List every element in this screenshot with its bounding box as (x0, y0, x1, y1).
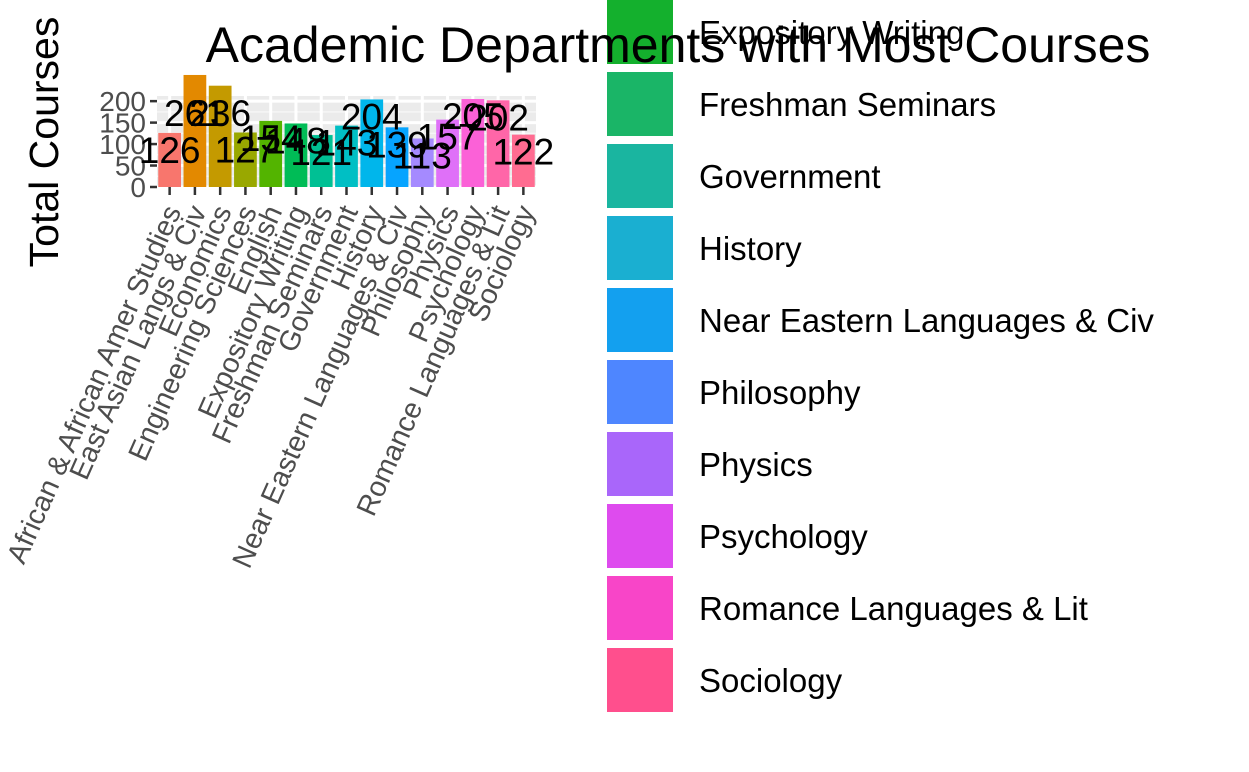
data-label: 121 (290, 132, 352, 173)
legend-key (607, 288, 673, 352)
bar (436, 119, 459, 187)
bar (284, 123, 308, 187)
bars (158, 74, 535, 187)
legend: Expository Writing Freshman Seminars Gover… (607, 0, 1154, 712)
bar (309, 135, 333, 187)
bar (183, 74, 207, 187)
bar (208, 85, 232, 187)
data-label: 127 (215, 129, 277, 170)
data-label: 122 (492, 132, 554, 173)
bar (410, 138, 434, 187)
y-axis-title: Total Courses (21, 17, 67, 268)
data-label: 139 (366, 124, 428, 165)
legend-key (607, 648, 673, 712)
y-tick-label: 100 (99, 129, 146, 160)
legend-key (607, 504, 673, 568)
y-tick-label: 50 (115, 151, 146, 182)
legend-key (607, 576, 673, 640)
bar (259, 120, 283, 187)
data-label: 148 (265, 120, 327, 161)
legend-key (607, 360, 673, 424)
legend-label: Government (699, 158, 881, 195)
legend-key (607, 144, 673, 208)
data-label: 157 (417, 117, 479, 158)
y-tick-label: 200 (99, 86, 146, 117)
bar (335, 125, 358, 187)
legend-label: Philosophy (699, 374, 861, 411)
legend-label: Physics (699, 446, 813, 483)
legend-key (607, 0, 673, 64)
y-tick-label: 0 (130, 172, 146, 203)
bar (461, 99, 485, 187)
plot-area: 0501001502001262612361271541481211432041… (1, 74, 554, 573)
legend-label: Sociology (699, 662, 843, 699)
chart-title: Academic Departments with Most Courses (206, 17, 1151, 73)
data-label: 204 (341, 96, 403, 137)
bar (486, 100, 510, 187)
data-label: 143 (316, 123, 378, 164)
legend-label: Psychology (699, 518, 868, 555)
legend-label: Freshman Seminars (699, 86, 996, 123)
bar (360, 99, 384, 187)
data-label: 236 (189, 93, 251, 134)
legend-label: History (699, 230, 802, 267)
legend-key (607, 432, 673, 496)
data-label: 126 (139, 130, 201, 171)
legend-label: Near Eastern Languages & Civ (699, 302, 1154, 339)
data-label: 154 (240, 118, 302, 159)
legend-key (607, 216, 673, 280)
legend-label: Expository Writing (699, 14, 964, 51)
legend-label: Romance Languages & Lit (699, 590, 1088, 627)
data-label: 202 (467, 97, 529, 138)
data-label: 205 (442, 96, 504, 137)
bar (234, 132, 257, 187)
legend-key (607, 72, 673, 136)
data-label: 113 (393, 135, 452, 176)
data-label: 261 (164, 93, 226, 134)
y-tick-label: 150 (99, 108, 146, 139)
bar (158, 132, 182, 187)
bar (511, 134, 535, 187)
bar (385, 127, 409, 187)
